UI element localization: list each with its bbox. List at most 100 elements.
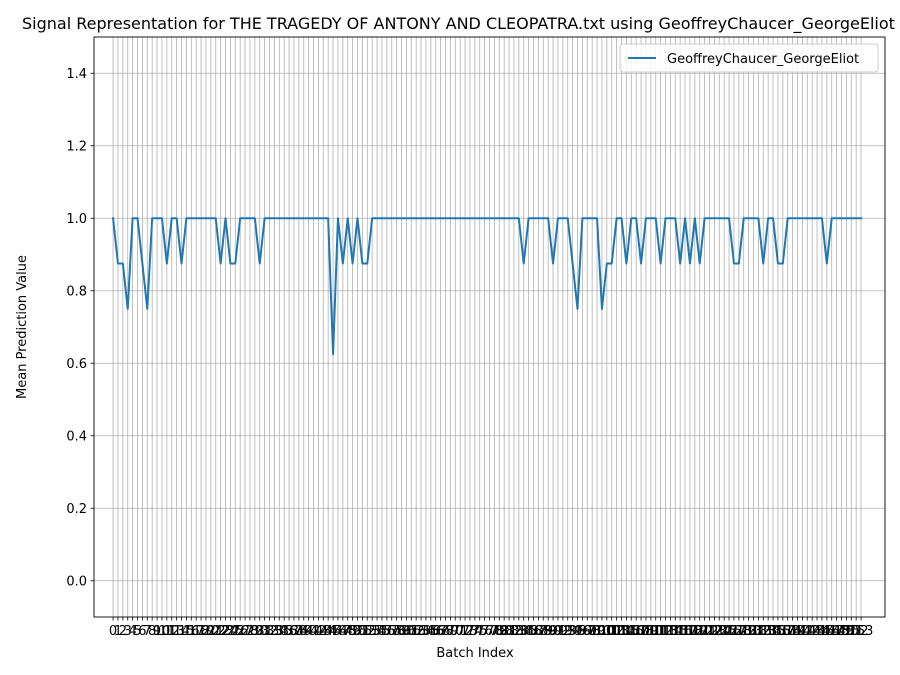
x-tick-label: 142 <box>795 624 820 639</box>
data-point <box>493 217 495 219</box>
data-point <box>635 217 637 219</box>
data-point <box>357 217 359 219</box>
x-tick-label: 53 <box>364 624 381 639</box>
data-point <box>342 263 344 265</box>
data-point <box>459 217 461 219</box>
x-tick-label: 13 <box>168 624 185 639</box>
data-point <box>273 217 275 219</box>
x-tick-label: 46 <box>330 624 347 639</box>
x-tick-label: 7 <box>143 624 151 639</box>
x-tick-label: 21 <box>207 624 224 639</box>
x-tick-label: 136 <box>766 624 791 639</box>
data-point <box>713 217 715 219</box>
x-tick-label: 97 <box>579 624 596 639</box>
x-tick-label: 43 <box>315 624 332 639</box>
data-point <box>249 217 251 219</box>
data-point <box>503 217 505 219</box>
x-tick-label: 72 <box>457 624 474 639</box>
data-point <box>332 353 334 355</box>
x-tick-label: 62 <box>408 624 425 639</box>
x-tick-label: 33 <box>266 624 283 639</box>
x-tick-label: 10 <box>154 624 171 639</box>
data-point <box>586 217 588 219</box>
x-tick-label: 139 <box>780 624 805 639</box>
x-tick-label: 140 <box>785 624 810 639</box>
data-point <box>806 217 808 219</box>
x-tick-label: 65 <box>423 624 440 639</box>
data-point <box>141 263 143 265</box>
data-point <box>547 217 549 219</box>
x-tick-label: 32 <box>261 624 278 639</box>
data-point <box>537 217 539 219</box>
x-tick-label: 40 <box>300 624 317 639</box>
x-tick-label: 127 <box>722 624 747 639</box>
data-point <box>220 263 222 265</box>
data-point <box>449 217 451 219</box>
data-point <box>244 217 246 219</box>
data-point <box>508 217 510 219</box>
data-point <box>611 263 613 265</box>
data-point <box>283 217 285 219</box>
data-point <box>215 217 217 219</box>
legend-box <box>619 43 879 73</box>
x-axis-label: Batch Index <box>436 646 514 661</box>
x-tick-label: 129 <box>731 624 756 639</box>
x-tick-label: 80 <box>496 624 513 639</box>
chart-title: Signal Representation for THE TRAGEDY OF… <box>22 14 895 34</box>
x-tick-label: 151 <box>839 624 864 639</box>
x-tick-label: 22 <box>212 624 229 639</box>
y-tick-label: 1.0 <box>66 212 87 227</box>
data-point <box>317 217 319 219</box>
x-tick-label: 144 <box>805 624 830 639</box>
x-tick-label: 137 <box>770 624 795 639</box>
data-point <box>679 263 681 265</box>
data-point <box>132 217 134 219</box>
data-point <box>464 217 466 219</box>
x-tick-label: 94 <box>564 624 581 639</box>
x-tick-label: 56 <box>379 624 396 639</box>
data-point <box>313 217 315 219</box>
x-tick-label: 150 <box>834 624 859 639</box>
x-tick-label: 6 <box>138 624 146 639</box>
data-point <box>704 217 706 219</box>
data-point <box>410 217 412 219</box>
data-point <box>347 217 349 219</box>
data-point <box>112 217 114 219</box>
x-tick-label: 37 <box>286 624 303 639</box>
data-point <box>127 308 129 310</box>
data-point <box>767 217 769 219</box>
data-point <box>391 217 393 219</box>
x-tick-label: 11 <box>159 624 176 639</box>
y-tick-label: 1.4 <box>66 67 87 82</box>
x-tick-label: 153 <box>849 624 874 639</box>
x-tick-label: 38 <box>291 624 308 639</box>
x-tick-label: 71 <box>452 624 469 639</box>
x-tick-label: 23 <box>217 624 234 639</box>
data-point <box>845 217 847 219</box>
data-point <box>381 217 383 219</box>
y-axis-label: Mean Prediction Value <box>15 255 30 399</box>
data-point <box>484 217 486 219</box>
data-point <box>327 217 329 219</box>
data-point <box>562 217 564 219</box>
x-tick-label: 98 <box>584 624 601 639</box>
data-point <box>303 217 305 219</box>
data-point <box>542 217 544 219</box>
x-tick-label: 14 <box>173 624 190 639</box>
x-tick-label: 95 <box>569 624 586 639</box>
data-point <box>606 263 608 265</box>
x-tick-label: 25 <box>227 624 244 639</box>
x-tick-label: 89 <box>540 624 557 639</box>
x-tick-label: 45 <box>325 624 342 639</box>
data-point <box>396 217 398 219</box>
x-tick-label: 51 <box>354 624 371 639</box>
data-point <box>151 217 153 219</box>
x-tick-label: 48 <box>339 624 356 639</box>
data-point <box>836 217 838 219</box>
x-tick-label: 123 <box>702 624 727 639</box>
x-tick-label: 77 <box>481 624 498 639</box>
x-tick-label: 73 <box>462 624 479 639</box>
data-point <box>640 263 642 265</box>
x-tick-label: 17 <box>188 624 205 639</box>
x-tick-label: 133 <box>751 624 776 639</box>
